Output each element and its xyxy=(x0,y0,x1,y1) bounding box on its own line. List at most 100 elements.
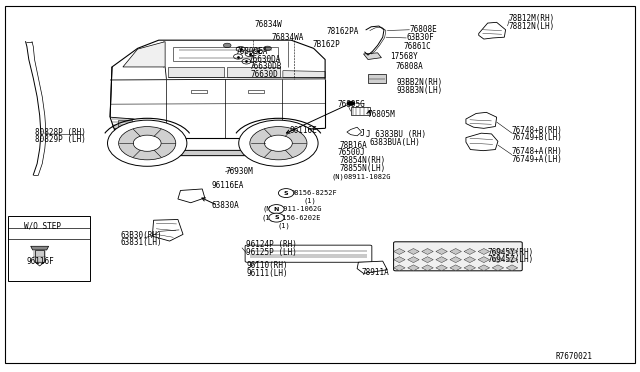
Text: 08156-8252F: 08156-8252F xyxy=(291,190,337,196)
Text: R7670021: R7670021 xyxy=(556,352,593,361)
Text: 78854N(RH): 78854N(RH) xyxy=(339,156,385,165)
Circle shape xyxy=(253,49,262,54)
Text: 6383BUA(LH): 6383BUA(LH) xyxy=(370,138,420,147)
Polygon shape xyxy=(492,265,504,271)
Polygon shape xyxy=(35,262,44,266)
Polygon shape xyxy=(464,248,476,254)
Text: 96125P (LH): 96125P (LH) xyxy=(246,248,296,257)
Bar xyxy=(351,107,370,115)
Polygon shape xyxy=(123,42,165,67)
Polygon shape xyxy=(178,189,205,203)
Text: 76808E: 76808E xyxy=(410,25,437,34)
Polygon shape xyxy=(436,248,447,254)
Text: 76808A: 76808A xyxy=(396,62,423,71)
Circle shape xyxy=(108,120,187,166)
Polygon shape xyxy=(492,248,504,254)
Polygon shape xyxy=(408,248,419,254)
Polygon shape xyxy=(422,248,433,254)
Polygon shape xyxy=(478,265,490,271)
Text: 76809EA: 76809EA xyxy=(236,47,268,56)
Circle shape xyxy=(269,205,284,214)
Polygon shape xyxy=(506,248,518,254)
Polygon shape xyxy=(478,248,490,254)
FancyBboxPatch shape xyxy=(245,245,372,262)
Polygon shape xyxy=(436,265,447,271)
Polygon shape xyxy=(466,133,498,151)
Bar xyxy=(191,90,207,93)
Polygon shape xyxy=(394,248,405,254)
Circle shape xyxy=(250,126,307,160)
Bar xyxy=(35,250,44,262)
Polygon shape xyxy=(450,257,461,263)
Polygon shape xyxy=(347,127,362,136)
Circle shape xyxy=(234,54,243,59)
Polygon shape xyxy=(466,112,497,128)
Text: (N)08911-1062G: (N)08911-1062G xyxy=(262,206,322,212)
Text: 96116E: 96116E xyxy=(289,126,317,135)
Circle shape xyxy=(347,101,355,106)
Text: 76748+B(RH): 76748+B(RH) xyxy=(512,126,563,135)
Text: 76945Z(LH): 76945Z(LH) xyxy=(488,255,534,264)
Polygon shape xyxy=(436,257,447,263)
Circle shape xyxy=(239,120,318,166)
Text: S: S xyxy=(284,190,289,196)
Polygon shape xyxy=(464,265,476,271)
Circle shape xyxy=(118,126,176,160)
Polygon shape xyxy=(492,257,504,263)
Circle shape xyxy=(264,46,271,51)
Polygon shape xyxy=(478,257,490,263)
Polygon shape xyxy=(464,257,476,263)
Polygon shape xyxy=(422,257,433,263)
Polygon shape xyxy=(479,22,506,39)
Text: 7B162P: 7B162P xyxy=(312,40,340,49)
Polygon shape xyxy=(394,257,405,263)
Circle shape xyxy=(278,189,294,198)
Text: 76945Y(RH): 76945Y(RH) xyxy=(488,248,534,257)
Text: 76895G: 76895G xyxy=(338,100,365,109)
Circle shape xyxy=(269,213,284,222)
Text: (1): (1) xyxy=(303,198,316,204)
Polygon shape xyxy=(227,67,280,77)
Text: 76630D: 76630D xyxy=(251,70,278,79)
Polygon shape xyxy=(506,257,518,263)
Text: 96124P (RH): 96124P (RH) xyxy=(246,240,296,249)
Polygon shape xyxy=(31,246,49,250)
Text: (1): (1) xyxy=(278,223,291,230)
Polygon shape xyxy=(408,257,419,263)
Polygon shape xyxy=(422,265,433,271)
Bar xyxy=(368,74,386,83)
Text: 63B30(RH): 63B30(RH) xyxy=(120,231,162,240)
Circle shape xyxy=(242,59,251,64)
Text: 63831(LH): 63831(LH) xyxy=(120,238,162,247)
Text: (N)08911-1082G: (N)08911-1082G xyxy=(332,174,391,180)
Text: 96116EA: 96116EA xyxy=(211,181,244,190)
Bar xyxy=(248,90,264,93)
Text: 76749+B(LH): 76749+B(LH) xyxy=(512,133,563,142)
Polygon shape xyxy=(152,219,183,241)
Circle shape xyxy=(264,135,292,151)
Text: 63B30F: 63B30F xyxy=(406,33,434,42)
Text: 76630DB: 76630DB xyxy=(250,62,282,71)
Polygon shape xyxy=(168,67,224,77)
Text: 80828P (RH): 80828P (RH) xyxy=(35,128,86,137)
Text: 76630DA: 76630DA xyxy=(248,55,281,64)
Text: 80829P (LH): 80829P (LH) xyxy=(35,135,86,144)
Polygon shape xyxy=(364,53,381,60)
Text: 93BB2N(RH): 93BB2N(RH) xyxy=(397,78,443,87)
Circle shape xyxy=(245,51,254,57)
Text: 17568Y: 17568Y xyxy=(390,52,418,61)
Polygon shape xyxy=(450,265,461,271)
Text: 78162PA: 78162PA xyxy=(326,27,359,36)
Polygon shape xyxy=(394,265,405,271)
Polygon shape xyxy=(283,71,325,77)
Text: S: S xyxy=(274,215,279,220)
Text: 76748+A(RH): 76748+A(RH) xyxy=(512,147,563,156)
Text: 78911A: 78911A xyxy=(362,268,389,277)
Text: 76500J: 76500J xyxy=(338,148,365,157)
Text: 63830A: 63830A xyxy=(211,201,239,210)
Text: 78B16A: 78B16A xyxy=(339,141,367,150)
Text: N: N xyxy=(274,206,279,212)
FancyBboxPatch shape xyxy=(394,242,522,271)
Text: J 6383BU (RH): J 6383BU (RH) xyxy=(366,130,426,139)
Circle shape xyxy=(223,43,231,48)
